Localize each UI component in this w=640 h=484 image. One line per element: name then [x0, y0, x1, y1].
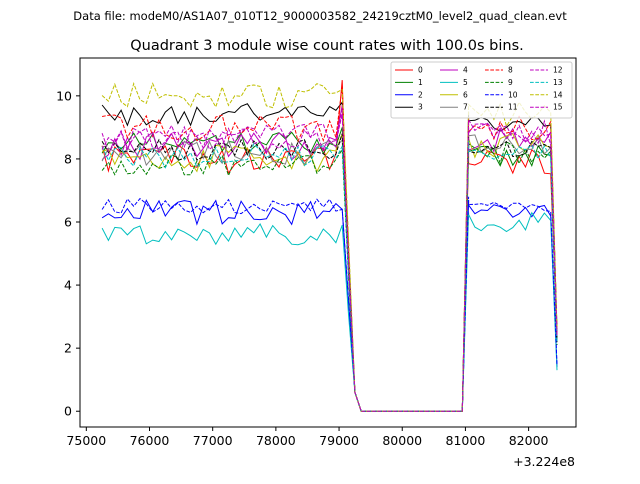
series-line-10 [101, 196, 558, 412]
legend-label-15: 15 [553, 103, 563, 112]
series-line-15 [101, 114, 558, 412]
x-tick-label: 78000 [256, 433, 296, 448]
y-tick-label: 10 [56, 88, 72, 103]
x-tick-label: 79000 [319, 433, 359, 448]
legend-label-13: 13 [553, 78, 563, 87]
series-line-7 [101, 133, 558, 412]
x-tick-label: 82000 [509, 433, 549, 448]
series-line-0 [101, 80, 558, 412]
legend-box [390, 61, 573, 119]
legend-label-4: 4 [463, 66, 468, 75]
y-tick-label: 4 [64, 278, 72, 293]
x-tick-label: 80000 [382, 433, 422, 448]
series-line-13 [101, 139, 558, 412]
series-line-1 [101, 127, 558, 412]
series-line-6 [101, 133, 558, 412]
legend-label-0: 0 [418, 66, 423, 75]
legend-label-11: 11 [508, 103, 518, 112]
x-tick-label: 75000 [66, 433, 106, 448]
series-line-8 [102, 86, 558, 412]
y-tick-label: 8 [64, 151, 72, 166]
series-line-9 [101, 141, 558, 412]
legend-label-9: 9 [508, 78, 513, 87]
legend-label-1: 1 [418, 78, 423, 87]
plot-area [79, 57, 577, 428]
legend-label-6: 6 [463, 90, 468, 99]
series-line-2 [101, 199, 558, 412]
legend-label-14: 14 [553, 90, 563, 99]
legend-label-8: 8 [508, 66, 513, 75]
legend-label-5: 5 [463, 78, 468, 87]
x-tick-label: 81000 [446, 433, 486, 448]
legend-label-2: 2 [418, 90, 423, 99]
plot-frame [79, 57, 577, 428]
chart-title: Quadrant 3 module wise count rates with … [130, 38, 524, 54]
x-tick-label: 77000 [193, 433, 233, 448]
y-axis: 0 2 4 6 8 10 [56, 88, 80, 419]
legend-label-3: 3 [418, 103, 423, 112]
x-axis-offset-label: +3.224e8 [513, 454, 575, 469]
x-axis: 75000 76000 77000 78000 79000 80000 81000 82000 [66, 427, 549, 448]
series-line-12 [101, 108, 558, 412]
legend-label-10: 10 [508, 90, 518, 99]
x-tick-label: 76000 [130, 433, 170, 448]
y-tick-label: 6 [64, 215, 72, 230]
series-line-14 [101, 82, 558, 412]
legend-label-7: 7 [463, 103, 468, 112]
y-tick-label: 0 [64, 404, 72, 419]
series-line-11 [101, 133, 558, 412]
series-line-5 [101, 211, 558, 412]
data-file-suptitle: Data file: modeM0/AS1A07_010T12_90000035… [73, 9, 567, 23]
legend-label-12: 12 [553, 66, 563, 75]
y-tick-label: 2 [64, 341, 72, 356]
